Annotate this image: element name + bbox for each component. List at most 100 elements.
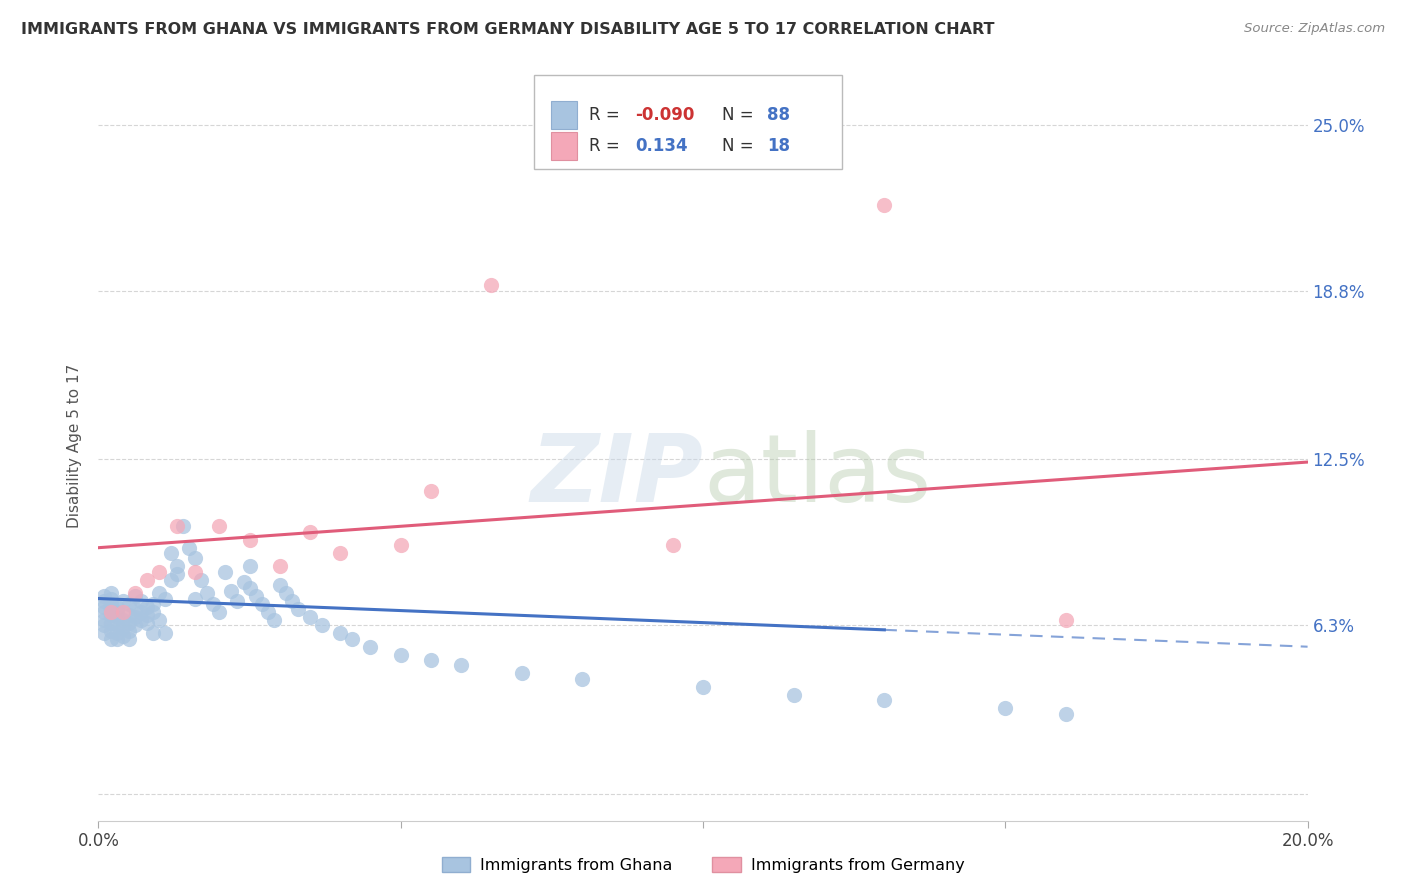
Point [129,613,152,627]
Point [269,578,291,592]
Point [481,278,503,293]
Text: N =: N = [723,137,759,155]
Point [232,575,254,590]
Point [148,586,170,600]
Point [105,626,128,640]
Point [692,680,714,694]
Point [93,626,115,640]
Point [160,546,183,560]
Point [105,610,128,624]
Point [221,583,243,598]
Point [360,640,382,654]
Point [135,607,157,622]
Text: ZIP: ZIP [530,430,703,522]
Point [420,653,443,667]
Point [148,565,170,579]
Point [100,607,122,622]
Point [118,597,141,611]
Point [111,621,134,635]
Point [93,613,115,627]
Point [1054,613,1077,627]
Point [124,610,146,624]
FancyBboxPatch shape [534,75,842,169]
Point [100,624,122,638]
Point [311,618,333,632]
Point [245,589,267,603]
Point [299,610,322,624]
Point [166,519,188,533]
Point [510,666,533,681]
Text: -0.090: -0.090 [636,106,695,124]
Point [100,632,122,646]
Point [160,573,183,587]
Point [256,605,278,619]
Point [226,594,249,608]
Point [269,559,291,574]
Point [389,538,412,552]
Point [124,618,146,632]
Text: N =: N = [723,106,759,124]
Point [873,198,896,212]
Point [342,632,364,646]
Text: 88: 88 [768,106,790,124]
Point [184,551,207,566]
Point [100,605,122,619]
Legend: Immigrants from Ghana, Immigrants from Germany: Immigrants from Ghana, Immigrants from G… [436,851,970,880]
Point [153,626,176,640]
Point [263,613,285,627]
Point [100,602,122,616]
FancyBboxPatch shape [551,101,578,129]
Point [118,615,141,630]
Point [287,602,309,616]
Point [93,605,115,619]
Point [783,688,806,702]
Text: 0.134: 0.134 [636,137,688,155]
Point [118,624,141,638]
Point [118,607,141,622]
Point [281,594,304,608]
Text: R =: R = [589,106,626,124]
Point [105,605,128,619]
Point [239,559,262,574]
Point [105,599,128,614]
Point [111,613,134,627]
Point [100,591,122,606]
Point [100,597,122,611]
Point [661,538,683,552]
Point [118,632,141,646]
Point [450,658,472,673]
Point [135,573,157,587]
Point [239,581,262,595]
Point [166,567,188,582]
Text: Source: ZipAtlas.com: Source: ZipAtlas.com [1244,22,1385,36]
Text: R =: R = [589,137,630,155]
FancyBboxPatch shape [551,132,578,161]
Point [274,586,297,600]
Point [93,589,115,603]
Point [420,484,443,499]
Point [250,597,273,611]
Point [184,591,207,606]
Point [142,605,165,619]
Text: IMMIGRANTS FROM GHANA VS IMMIGRANTS FROM GERMANY DISABILITY AGE 5 TO 17 CORRELAT: IMMIGRANTS FROM GHANA VS IMMIGRANTS FROM… [21,22,994,37]
Point [299,524,322,539]
Point [105,632,128,646]
Text: 18: 18 [768,137,790,155]
Point [208,519,231,533]
Text: atlas: atlas [703,430,931,522]
Point [111,594,134,608]
Point [571,672,593,686]
Point [208,605,231,619]
Point [124,589,146,603]
Point [93,594,115,608]
Point [994,701,1017,715]
Point [195,586,218,600]
Point [111,629,134,643]
Point [329,546,352,560]
Point [135,599,157,614]
Point [142,626,165,640]
Point [329,626,352,640]
Point [166,559,188,574]
Point [135,615,157,630]
Point [142,597,165,611]
